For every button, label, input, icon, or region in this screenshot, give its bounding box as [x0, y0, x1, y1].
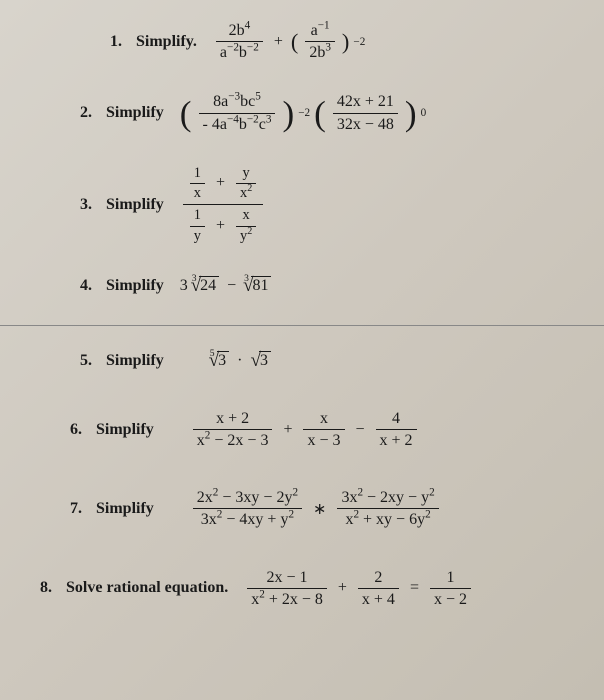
problem-4: 4. Simplify 3 3√24 − 3√81: [80, 275, 574, 297]
problem-label: Simplify: [106, 104, 164, 122]
problem-number: 2.: [80, 104, 98, 122]
math-expression: ( 8a−3bc5 - 4a−4b−2c3 )−2 ( 42x + 21 32x…: [180, 91, 426, 134]
problem-5: 5. Simplify 5√3 · √3: [80, 350, 574, 372]
problem-6: 6. Simplify x + 2 x2 − 2x − 3 + xx − 3 −…: [70, 408, 574, 451]
problem-3: 3. Simplify 1x + yx2 1y +: [80, 163, 574, 247]
problem-label: Simplify: [106, 277, 164, 295]
problem-number: 4.: [80, 277, 98, 295]
problem-label: Simplify: [96, 500, 154, 518]
problem-number: 7.: [70, 500, 88, 518]
problem-1: 1. Simplify. 2b4 a−2b−2 + ( a−1 2b3 )−2: [110, 20, 574, 63]
problem-label: Solve rational equation.: [66, 579, 228, 597]
worksheet-page: 1. Simplify. 2b4 a−2b−2 + ( a−1 2b3 )−2 …: [0, 0, 604, 658]
problem-7: 7. Simplify 2x2 − 3xy − 2y2 3x2 − 4xy + …: [70, 487, 574, 530]
math-expression: 1x + yx2 1y + xy2: [180, 163, 266, 247]
problem-label: Simplify.: [136, 33, 197, 51]
math-expression: x + 2 x2 − 2x − 3 + xx − 3 − 4x + 2: [190, 408, 420, 451]
math-expression: 2x2 − 3xy − 2y2 3x2 − 4xy + y2 ∗ 3x2 − 2…: [190, 487, 442, 530]
problem-number: 8.: [40, 579, 58, 597]
problem-number: 1.: [110, 33, 128, 51]
problem-number: 6.: [70, 421, 88, 439]
problem-number: 3.: [80, 196, 98, 214]
problem-8: 8. Solve rational equation. 2x − 1 x2 + …: [40, 567, 574, 610]
problem-label: Simplify: [96, 421, 154, 439]
math-expression: 2x − 1 x2 + 2x − 8 + 2x + 4 = 1x − 2: [244, 567, 474, 610]
problem-label: Simplify: [106, 352, 164, 370]
section-divider: [0, 325, 604, 326]
math-expression: 2b4 a−2b−2 + ( a−1 2b3 )−2: [213, 20, 365, 63]
math-expression: 3 3√24 − 3√81: [180, 275, 272, 297]
problem-label: Simplify: [106, 196, 164, 214]
problem-number: 5.: [80, 352, 98, 370]
math-expression: 5√3 · √3: [210, 350, 271, 372]
problem-2: 2. Simplify ( 8a−3bc5 - 4a−4b−2c3 )−2 ( …: [80, 91, 574, 134]
